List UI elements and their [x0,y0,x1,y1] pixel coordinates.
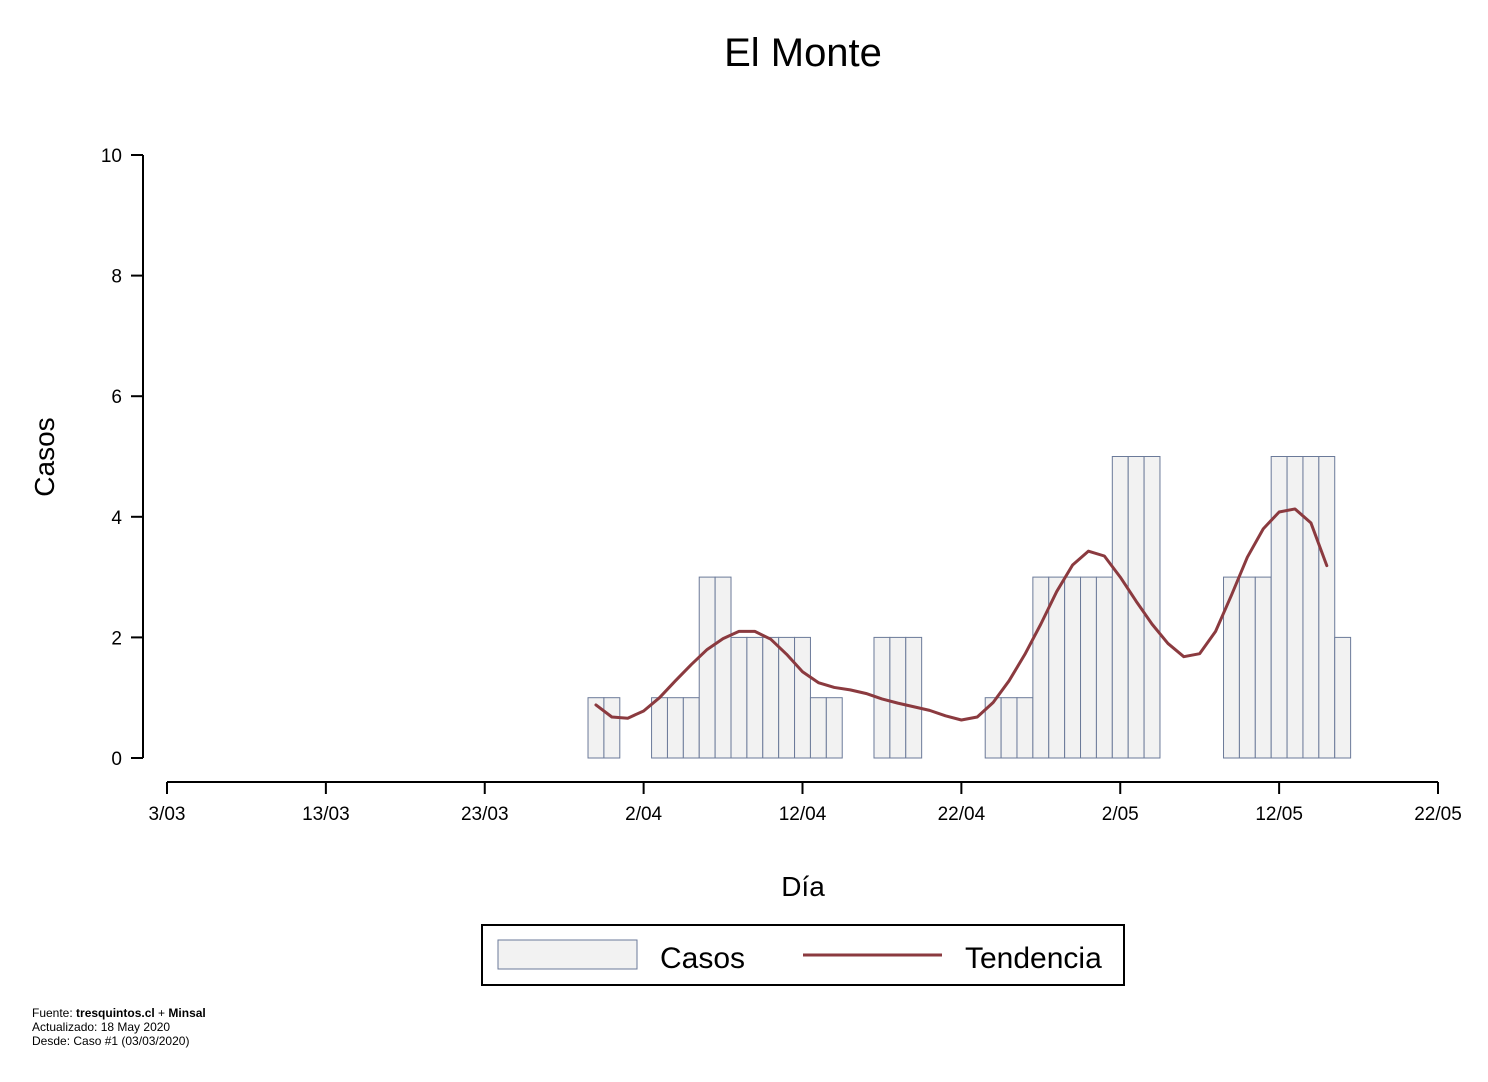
x-axis: 3/03 13/03 23/03 2/04 12/04 22/04 2/05 12/05 22/… [149,781,1462,825]
y-tick-label: 4 [111,508,122,529]
footer-updated: Actualizado: 18 May 2020 [32,1020,171,1034]
x-axis-label: Día [781,871,825,902]
footer-source: Fuente: tresquintos.cl + Minsal [32,1006,206,1020]
footer-source-join: + [154,1006,169,1020]
footer-source-org: Minsal [168,1006,206,1020]
bar-casos [714,576,732,759]
legend-casos-label: Casos [660,942,745,975]
y-tick-label: 6 [111,387,122,408]
bar-casos [666,697,684,759]
footer-source-prefix: Fuente: [32,1006,77,1020]
y-axis: 0 2 4 6 8 10 [101,146,144,770]
x-tick-label: 2/05 [1102,804,1139,825]
bar-casos [1270,456,1288,759]
bar-casos [1032,576,1050,759]
y-axis-label: Casos [29,417,60,496]
y-tick-label: 8 [111,267,122,288]
bar-series [587,456,1352,759]
bar-casos [905,636,923,759]
bar-casos [1238,576,1256,759]
x-tick-label: 23/03 [461,804,509,825]
bar-casos [746,636,764,759]
y-tick-label: 0 [111,749,122,770]
x-tick-label: 3/03 [149,804,186,825]
bar-casos [1111,456,1129,759]
footer-source-site: tresquintos.cl [76,1006,155,1020]
legend: Casos Tendencia [481,924,1125,986]
x-tick-label: 2/04 [625,804,662,825]
legend-casos-swatch [497,939,638,970]
bar-casos [603,697,621,759]
footer-since: Desde: Caso #1 (03/03/2020) [32,1034,190,1048]
bar-casos [1334,636,1352,759]
bar-casos [1064,576,1082,759]
footer-notes: Fuente: tresquintos.cl + Minsal Actualiz… [32,1006,206,1048]
bar-casos [1000,697,1018,759]
bar-casos [1143,456,1161,759]
bar-casos [1095,576,1113,759]
trend-line [594,507,1329,722]
bar-casos [730,636,748,759]
bar-casos [794,636,811,759]
legend-tendencia-label: Tendencia [965,942,1102,975]
bar-casos [1302,456,1320,759]
y-tick-label: 10 [101,146,122,167]
bar-casos [762,636,780,759]
chart-title: El Monte [724,31,882,75]
bar-casos [825,697,843,759]
x-tick-label: 13/03 [302,804,350,825]
x-tick-label: 22/05 [1414,804,1462,825]
bar-casos [889,636,907,759]
bar-casos [1016,697,1034,759]
x-tick-label: 12/04 [779,804,827,825]
x-tick-label: 22/04 [938,804,986,825]
trend-series [594,507,1329,722]
y-tick-label: 2 [111,628,122,649]
bar-casos [651,697,668,759]
bar-casos [682,697,700,759]
bar-casos [1254,576,1272,759]
bar-casos [809,697,827,759]
bar-casos [1080,576,1097,759]
bar-casos [698,576,716,759]
bar-casos [1286,456,1304,759]
bar-casos [1318,456,1336,759]
x-tick-label: 12/05 [1255,804,1303,825]
